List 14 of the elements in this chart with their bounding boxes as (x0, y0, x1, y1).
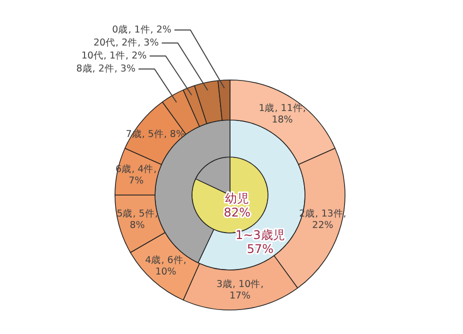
slice-label: 7歳, 5件, 8% (126, 128, 186, 140)
slice-label: 4歳, 6件, 10% (145, 254, 186, 278)
slice-label: 5歳, 5件, 8% (116, 208, 158, 232)
slice-label: 1~3歳児 (235, 228, 285, 242)
slice-label: 2歳, 13件, 22% (299, 208, 346, 232)
slice-label: 3歳, 10件, 17% (216, 278, 264, 302)
slice-label: 20代, 2件, 3% (93, 37, 159, 48)
slice-label: 幼児 (225, 191, 250, 206)
slice-label: 0歳, 1件, 2% (112, 23, 172, 36)
slice-label: 8歳, 2件, 3% (76, 62, 136, 74)
data-label: 57% (246, 242, 274, 256)
slice-label: 1歳, 11件, 18% (258, 102, 306, 126)
slice-label: 10代, 1件, 2% (81, 50, 147, 62)
data-label: 82% (224, 205, 250, 220)
